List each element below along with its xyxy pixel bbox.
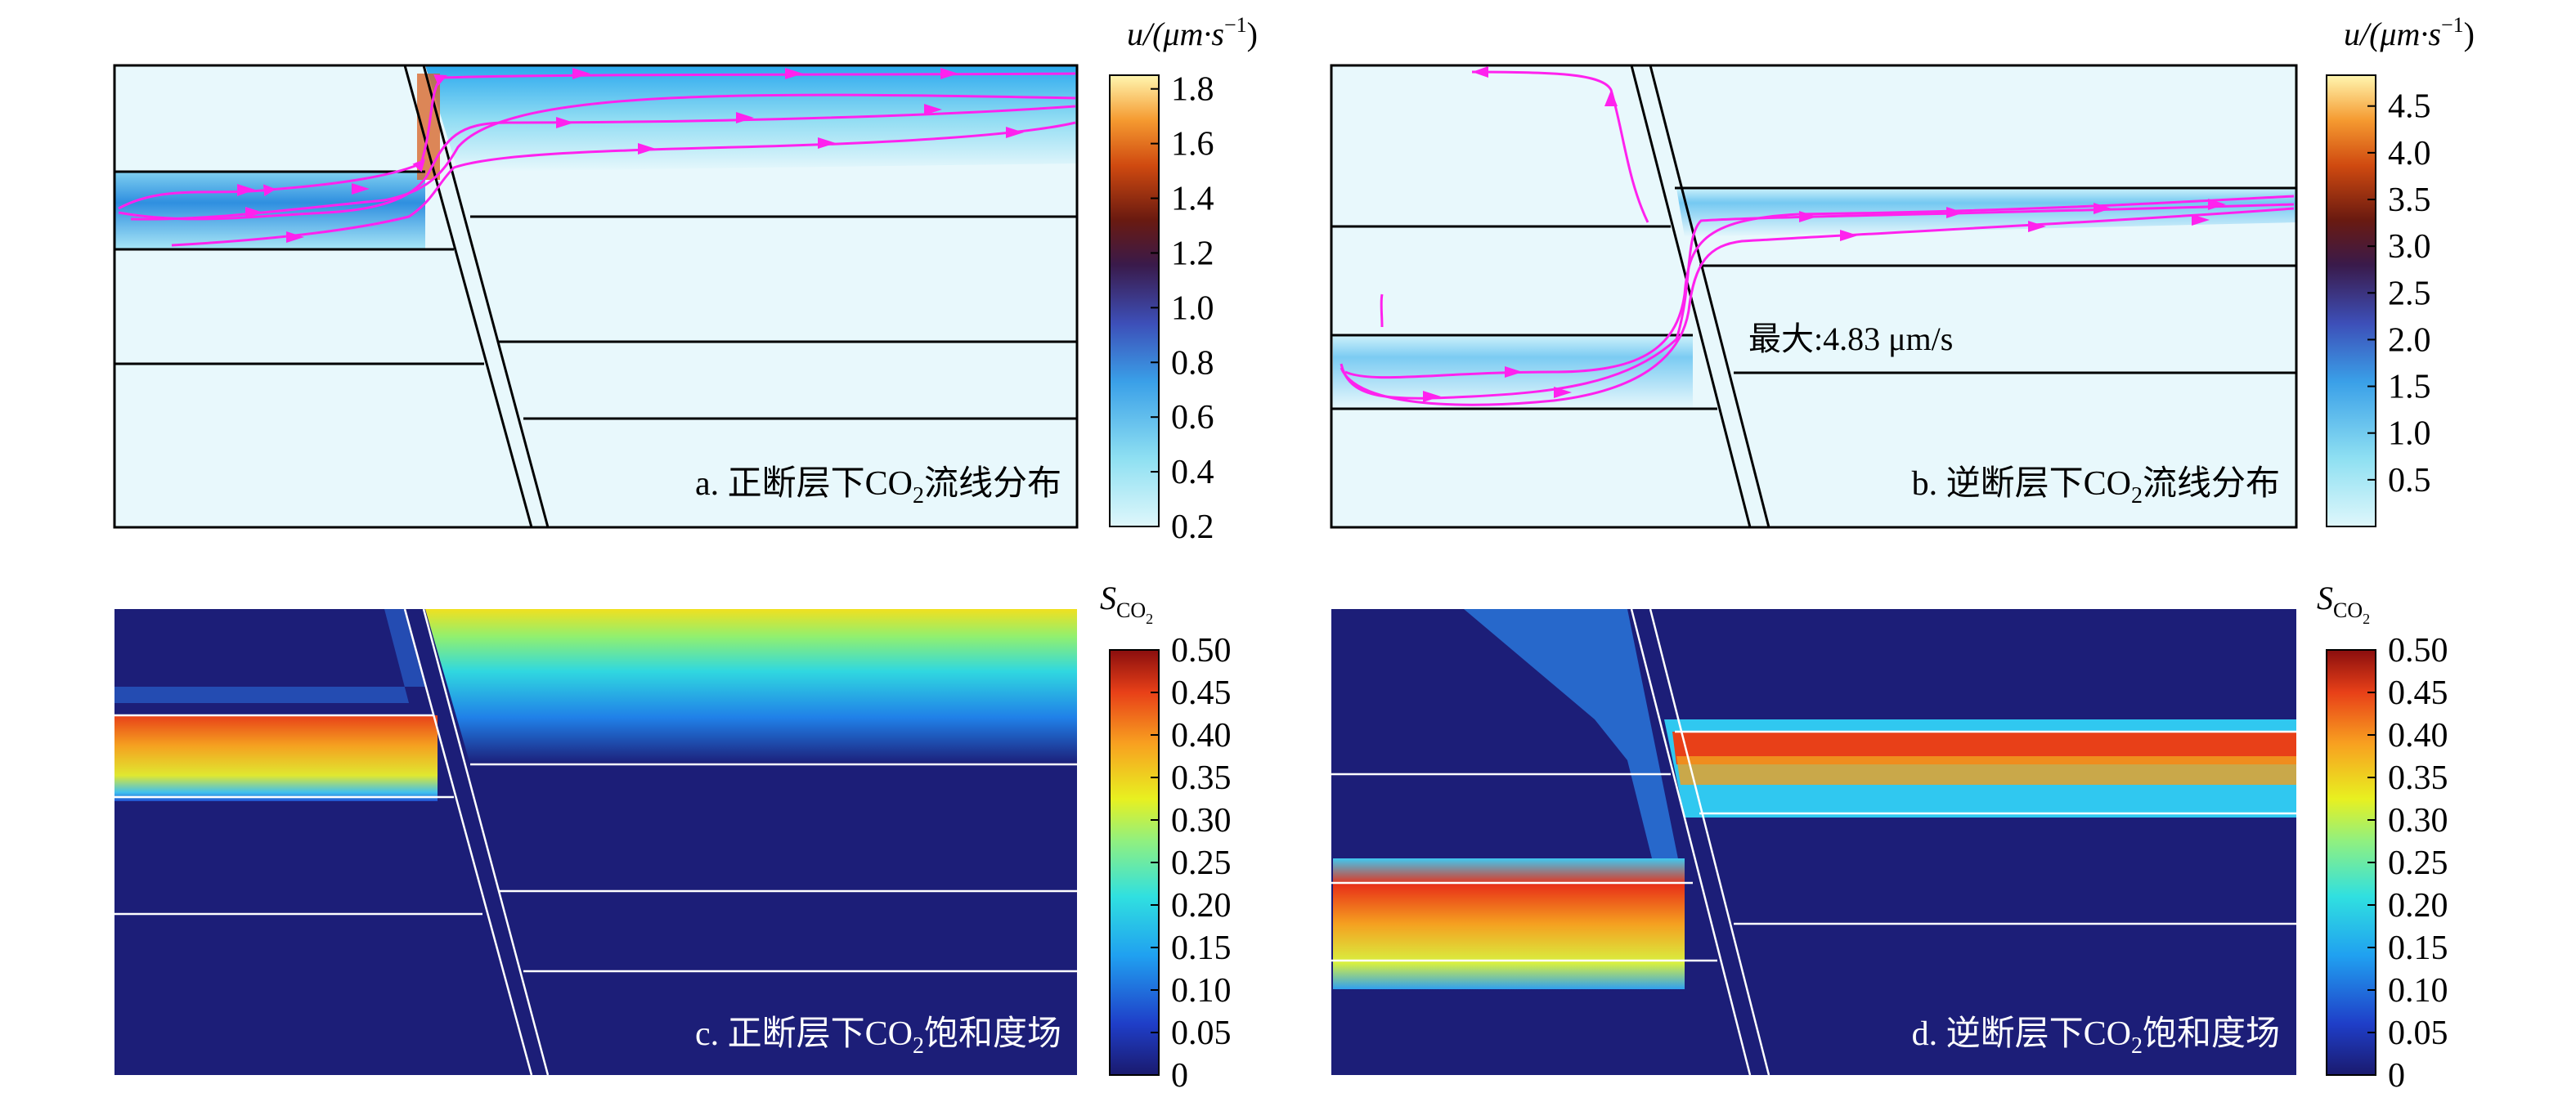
colorbar-d-tick-label: 0.15 — [2388, 930, 2448, 967]
colorbar-b-tick-label: 4.5 — [2388, 88, 2431, 126]
colorbar-a-tick-label: 1.2 — [1171, 235, 1214, 272]
colorbar-c-tick-label: 0.20 — [1171, 887, 1232, 925]
panel-a-plot — [113, 64, 1079, 529]
colorbar-c-tick-label: 0.10 — [1171, 972, 1232, 1010]
panel-c-plot — [114, 608, 1077, 1076]
panel-a-caption: a. 正断层下CO2流线分布 — [695, 465, 1061, 508]
colorbar-a-tick-label: 1.0 — [1171, 289, 1214, 327]
colorbar-c-tick-label: 0 — [1171, 1057, 1188, 1095]
colorbar-b-tick-label: 2.5 — [2388, 275, 2431, 312]
colorbar-a-tick-label: 0.2 — [1171, 508, 1214, 546]
colorbar-d-tick-label: 0 — [2388, 1057, 2405, 1095]
panel-c-colorbar-unit: SCO2 — [1100, 580, 1153, 627]
panel-d-injection-plume — [1333, 858, 1685, 989]
panel-d-colorbar: SCO2 0.50 0.45 0.40 0.35 0.30 0.25 0.20 0.15 0.1… — [2317, 580, 2448, 1095]
colorbar-a-tick-label: 1.8 — [1171, 71, 1214, 109]
panel-a-colorbar-unit: u/(μm·s−1) — [1127, 13, 1258, 52]
colorbar-b-tick-label: 1.5 — [2388, 369, 2431, 406]
panel-d-colorbar-unit: SCO2 — [2317, 580, 2370, 627]
colorbar-c-tick-label: 0.40 — [1171, 717, 1232, 755]
colorbar-d-tick-label: 0.50 — [2388, 632, 2448, 670]
panel-c-caption: c. 正断层下CO2饱和度场 — [695, 1015, 1061, 1059]
colorbar-d-tick-label: 0.45 — [2388, 674, 2448, 712]
panel-c-injection-plume — [114, 715, 438, 801]
panel-c-colorbar: SCO2 0.50 0.45 0.40 0.35 0.30 0.25 0.20 0.15 0.1… — [1100, 580, 1232, 1095]
colorbar-b-tick-label: 3.0 — [2388, 228, 2431, 266]
panel-b-max-annotation: 最大:4.83 μm/s — [1748, 320, 1953, 357]
colorbar-d-tick-label: 0.40 — [2388, 717, 2448, 755]
colorbar-c-tick-label: 0.25 — [1171, 844, 1232, 882]
colorbar-b-tick-label: 1.0 — [2388, 415, 2431, 453]
panel-b-arrows — [1423, 66, 2226, 402]
colorbar-a-tick-label: 0.4 — [1171, 454, 1214, 491]
panel-d-caption: d. 逆断层下CO2饱和度场 — [1912, 1015, 2280, 1059]
panel-b-colorbar: u/(μm·s−1) 4.5 4.0 3.5 3.0 2.5 2.0 1.5 1.0 0.5 — [2326, 13, 2475, 527]
colorbar-d-tick-label: 0.05 — [2388, 1015, 2448, 1052]
colorbar-c-tick-label: 0.45 — [1171, 674, 1232, 712]
colorbar-c-tick-label: 0.15 — [1171, 930, 1232, 967]
panel-b-plot — [1330, 64, 2298, 529]
panel-b-colorbar-unit: u/(μm·s−1) — [2344, 13, 2475, 52]
colorbar-a-tick-label: 1.6 — [1171, 126, 1214, 164]
panel-c-upper-plume — [425, 609, 1077, 764]
panel-a-arrows — [237, 68, 1024, 243]
colorbar-d-tick-label: 0.25 — [2388, 844, 2448, 882]
colorbar-c-tick-label: 0.30 — [1171, 802, 1232, 840]
colorbar-d-tick-label: 0.35 — [2388, 759, 2448, 797]
colorbar-d-tick-label: 0.30 — [2388, 802, 2448, 840]
panel-d-fault-plume — [1464, 609, 1685, 891]
panel-b-caption: b. 逆断层下CO2流线分布 — [1912, 464, 2280, 508]
colorbar-c-tick-label: 0.05 — [1171, 1015, 1232, 1052]
colorbar-a-tick-label: 0.6 — [1171, 399, 1214, 437]
colorbar-b-tick-label: 3.5 — [2388, 181, 2431, 219]
colorbar-c-tick-label: 0.35 — [1171, 759, 1232, 797]
colorbar-a-tick-label: 1.4 — [1171, 181, 1214, 218]
colorbar-b-tick-label: 0.5 — [2388, 462, 2431, 500]
colorbar-b-tick-label: 2.0 — [2388, 321, 2431, 359]
panel-a-colorbar: u/(μm·s−1) 1.8 1.6 1.4 1.2 1.0 0.8 0.6 0.4 0.2 — [1109, 13, 1258, 546]
colorbar-b-tick-label: 4.0 — [2388, 135, 2431, 172]
colorbar-a-tick-label: 0.8 — [1171, 344, 1214, 382]
colorbar-d-tick-label: 0.10 — [2388, 972, 2448, 1010]
colorbar-c-tick-label: 0.50 — [1171, 632, 1232, 670]
colorbar-d-tick-label: 0.20 — [2388, 887, 2448, 925]
panel-d-plot — [1331, 608, 2296, 1076]
